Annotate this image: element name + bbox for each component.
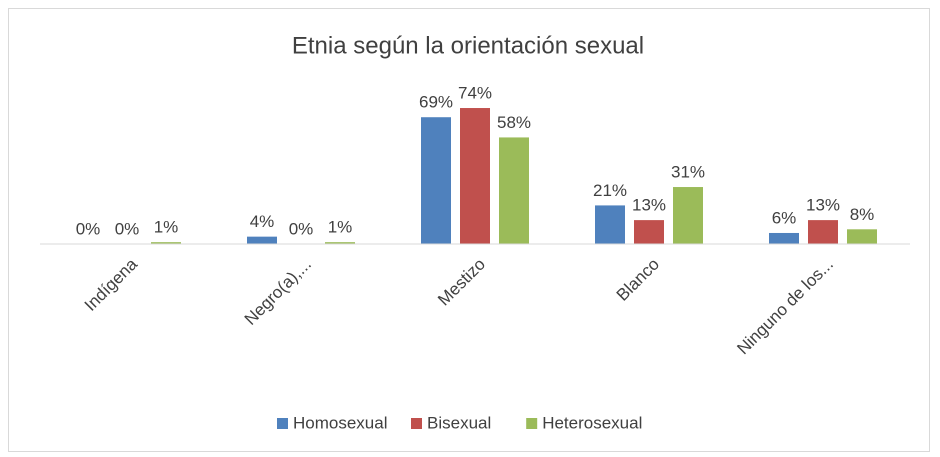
bar: [421, 117, 451, 244]
value-label: 74%: [458, 84, 492, 103]
bar: [460, 108, 490, 245]
value-label: 4%: [250, 212, 275, 231]
bar: [808, 220, 838, 244]
value-label: 6%: [772, 208, 797, 227]
legend-swatch: [277, 418, 288, 429]
value-label: 69%: [419, 93, 453, 112]
bar: [151, 242, 181, 244]
value-label: 31%: [671, 163, 705, 182]
value-label: 1%: [328, 218, 353, 237]
value-label: 0%: [289, 219, 314, 238]
bar: [499, 137, 529, 244]
bar: [769, 232, 799, 244]
value-label: 13%: [806, 196, 840, 215]
bar: [247, 236, 277, 244]
value-label: 21%: [593, 181, 627, 200]
bar: [634, 220, 664, 244]
value-label: 0%: [115, 219, 140, 238]
bar: [673, 187, 703, 244]
legend-swatch: [526, 418, 538, 429]
bar: [325, 242, 355, 244]
legend-swatch: [411, 418, 422, 429]
legend-label: Bisexual: [427, 413, 491, 432]
bar: [595, 205, 625, 244]
value-label: 8%: [850, 205, 875, 224]
chart-title: Etnia según la orientación sexual: [292, 32, 644, 59]
value-label: 1%: [154, 218, 179, 237]
bar: [847, 229, 877, 244]
legend-label: Heterosexual: [542, 413, 642, 432]
value-label: 0%: [76, 219, 101, 238]
value-label: 58%: [497, 113, 531, 132]
value-label: 13%: [632, 196, 666, 215]
legend-label: Homosexual: [293, 413, 388, 432]
